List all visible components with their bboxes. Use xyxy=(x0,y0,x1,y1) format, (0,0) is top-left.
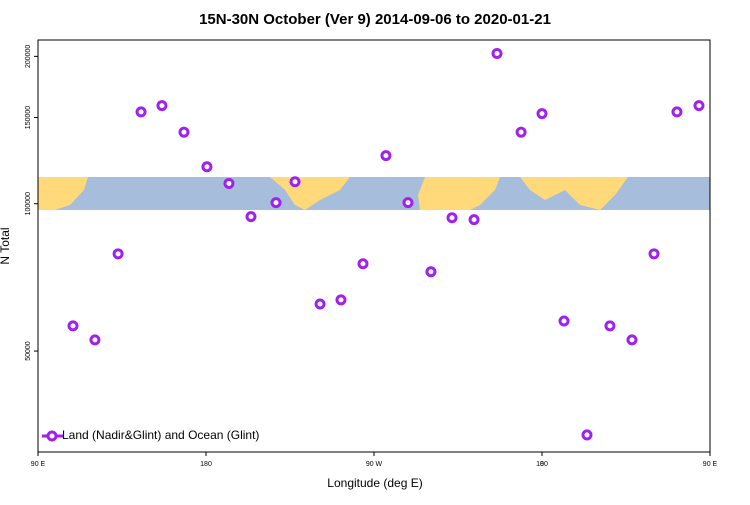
legend-label: Land (Nadir&Glint) and Ocean (Glint) xyxy=(62,428,259,442)
point xyxy=(515,126,527,138)
point xyxy=(156,100,168,112)
point xyxy=(112,248,124,260)
point xyxy=(135,106,147,118)
point xyxy=(380,150,392,162)
point xyxy=(604,320,616,332)
point xyxy=(245,211,257,223)
point xyxy=(581,429,593,441)
point xyxy=(67,320,79,332)
legend-marker xyxy=(46,430,58,442)
chart-title: 15N-30N October (Ver 9) 2014-09-06 to 20… xyxy=(199,11,551,28)
point xyxy=(289,176,301,188)
point xyxy=(335,294,347,306)
plot-frame xyxy=(37,39,711,453)
point xyxy=(314,298,326,310)
x-tick-label: 90 E xyxy=(703,461,718,468)
x-axis-label: Longitude (deg E) xyxy=(327,476,422,490)
point xyxy=(446,212,458,224)
x-tick-label: 90 E xyxy=(31,461,46,468)
point xyxy=(468,214,480,226)
y-tick-label: 200000 xyxy=(25,45,32,68)
point xyxy=(357,258,369,270)
point xyxy=(89,334,101,346)
x-tick-label: 180 xyxy=(200,461,212,468)
point xyxy=(270,197,282,209)
x-tick-label: 180 xyxy=(536,461,548,468)
point xyxy=(693,100,705,112)
point xyxy=(558,315,570,327)
y-axis-label: N Total xyxy=(0,227,12,264)
point xyxy=(201,161,213,173)
y-tick-label: 50000 xyxy=(25,341,32,361)
y-tick-label: 100000 xyxy=(25,192,32,215)
point xyxy=(402,197,414,209)
point xyxy=(491,48,503,60)
point xyxy=(648,248,660,260)
point xyxy=(536,108,548,120)
point xyxy=(223,177,235,189)
point xyxy=(425,266,437,278)
point xyxy=(671,106,683,118)
point xyxy=(626,334,638,346)
y-tick-label: 150000 xyxy=(25,106,32,129)
x-tick-label: 0 xyxy=(540,461,544,468)
x-tick-label: 90 W xyxy=(366,461,383,468)
point xyxy=(178,126,190,138)
map-band xyxy=(38,177,710,210)
